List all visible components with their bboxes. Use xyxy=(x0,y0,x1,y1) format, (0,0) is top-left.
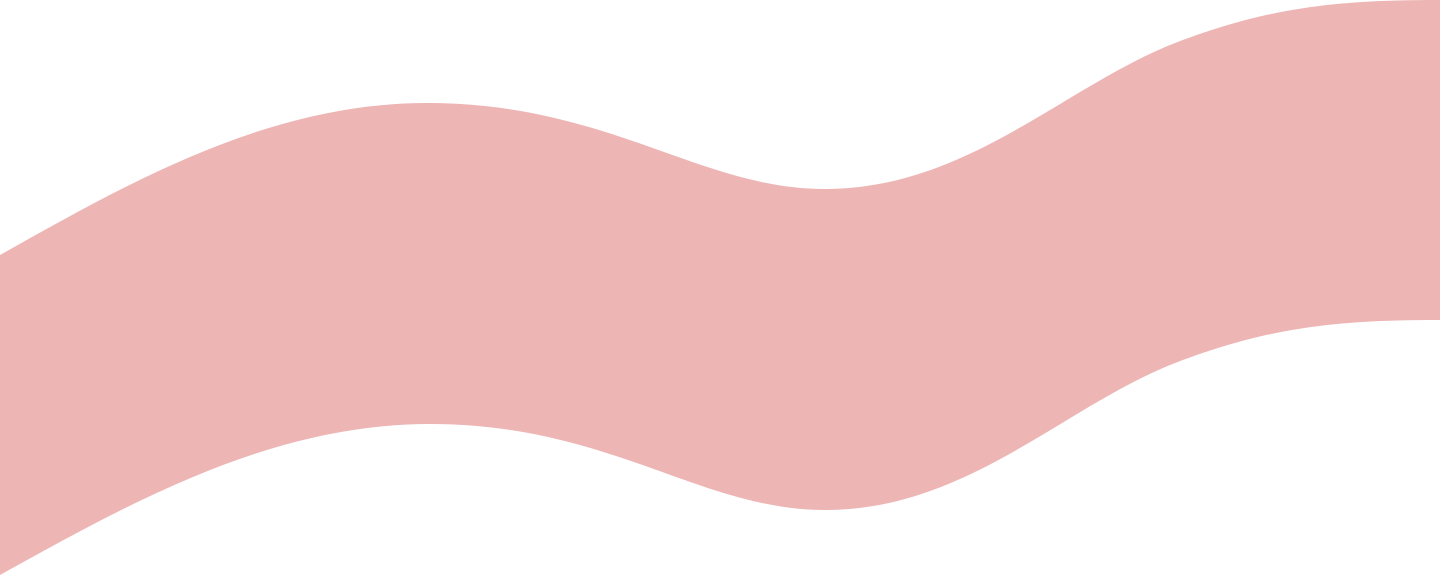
decorative-wave-canvas xyxy=(0,0,1440,577)
wave-graphic xyxy=(0,0,1440,575)
pink-wave-band xyxy=(0,0,1440,575)
